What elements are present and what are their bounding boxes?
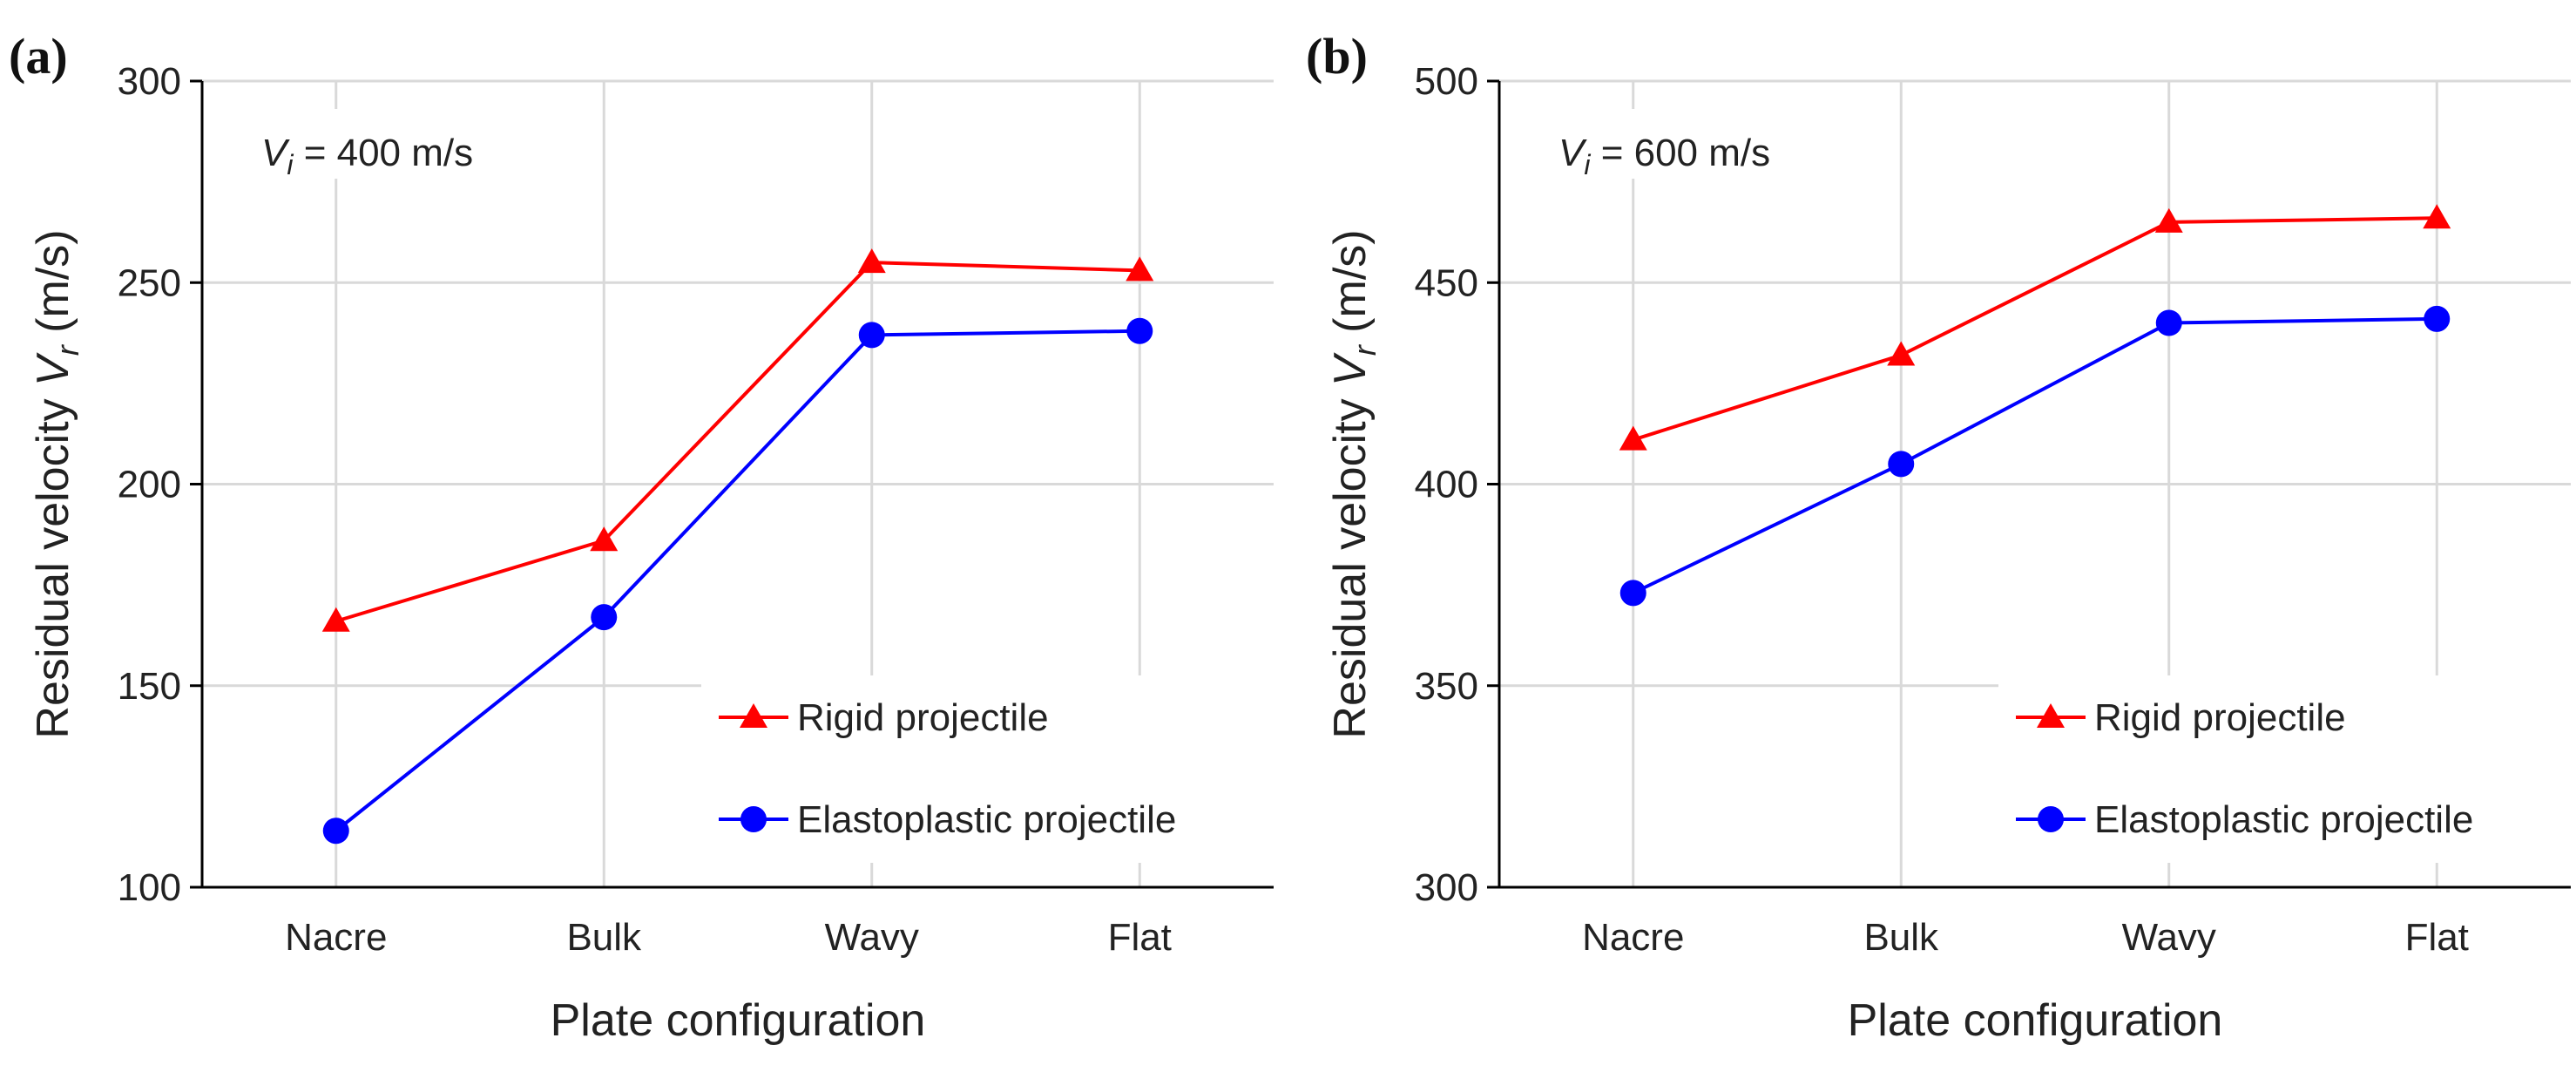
y-tick-label: 300 bbox=[1415, 866, 1478, 909]
x-axis-label: Plate configuration bbox=[1848, 995, 2223, 1046]
x-tick-label: Nacre bbox=[1582, 916, 1684, 959]
y-axis-label: Residual velocity Vr (m/s) bbox=[1325, 229, 1383, 738]
triangle-marker bbox=[590, 526, 619, 552]
impact-velocity-annotation: Vi = 400 m/s bbox=[261, 132, 473, 180]
y-tick-label: 350 bbox=[1415, 665, 1478, 708]
x-tick-label: Flat bbox=[2405, 916, 2469, 959]
legend-label: Rigid projectile bbox=[797, 696, 1049, 739]
y-axis-label-subscript: r bbox=[50, 343, 85, 356]
chart-panel-a: 100 150 200 250 300 Nacre Bulk Wavy Flat Plate co… bbox=[9, 28, 1281, 1046]
legend-triangle-marker bbox=[740, 703, 767, 728]
triangle-marker bbox=[857, 248, 886, 274]
x-tick-label: Bulk bbox=[566, 916, 642, 959]
x-axis-label: Plate configuration bbox=[551, 995, 926, 1046]
triangle-marker bbox=[1619, 425, 1647, 451]
circle-marker bbox=[322, 818, 349, 845]
legend-circle-marker bbox=[740, 806, 767, 832]
y-tick-label: 250 bbox=[118, 261, 181, 304]
series-line bbox=[1633, 216, 2437, 442]
annotation-text: = 400 m/s bbox=[293, 132, 473, 174]
legend-label: Elastoplastic projectile bbox=[797, 798, 1176, 841]
circle-marker bbox=[1888, 451, 1915, 478]
x-tick-label: Bulk bbox=[1863, 916, 1939, 959]
triangle-marker bbox=[2154, 207, 2183, 233]
legend-background bbox=[1998, 675, 2576, 863]
y-axis-label-unit: (m/s) bbox=[1325, 229, 1376, 345]
y-tick-label: 450 bbox=[1415, 261, 1478, 304]
chart-b-svg: 300 350 400 450 500 Nacre Bulk Wavy Flat Plate co… bbox=[1306, 28, 2576, 1046]
x-tick-label: Flat bbox=[1108, 916, 1172, 959]
x-tick-label: Wavy bbox=[2122, 916, 2216, 959]
circle-marker bbox=[1619, 580, 1646, 607]
y-tick-label: 400 bbox=[1415, 464, 1478, 506]
chart-a-svg: 100 150 200 250 300 Nacre Bulk Wavy Flat Plate co… bbox=[9, 28, 1281, 1046]
y-axis-label-text: Residual velocity bbox=[1325, 386, 1376, 739]
chart-panel-b: 300 350 400 450 500 Nacre Bulk Wavy Flat Plate co… bbox=[1297, 0, 2576, 1072]
y-axis-label-subscript: r bbox=[1347, 343, 1383, 356]
circle-marker bbox=[2155, 309, 2182, 336]
series-line bbox=[335, 329, 1140, 832]
circle-marker bbox=[591, 604, 618, 631]
y-axis-label: Residual velocity Vr (m/s) bbox=[28, 229, 85, 738]
annotation-background bbox=[253, 109, 540, 179]
circle-marker bbox=[858, 322, 885, 349]
circle-marker bbox=[2424, 305, 2451, 332]
legend-circle-marker bbox=[2038, 806, 2064, 832]
y-tick-label: 500 bbox=[1415, 60, 1478, 103]
annotation-subscript: i bbox=[287, 149, 294, 180]
y-axis-label-text: Residual velocity bbox=[28, 386, 78, 739]
y-tick-label: 200 bbox=[118, 464, 181, 506]
triangle-marker bbox=[1126, 256, 1154, 282]
annotation-text: = 600 m/s bbox=[1590, 132, 1770, 174]
y-tick-label: 100 bbox=[118, 866, 181, 909]
annotation-background bbox=[1550, 109, 1837, 179]
y-tick-label: 300 bbox=[118, 60, 181, 103]
y-axis-label-symbol: V bbox=[28, 352, 78, 386]
legend-label: Elastoplastic projectile bbox=[2094, 798, 2473, 841]
legend-background bbox=[701, 675, 1281, 863]
annotation-symbol: V bbox=[1558, 132, 1587, 174]
triangle-marker bbox=[1887, 341, 1916, 366]
impact-velocity-annotation: Vi = 600 m/s bbox=[1558, 132, 1770, 180]
x-tick-label: Wavy bbox=[825, 916, 919, 959]
annotation-subscript: i bbox=[1584, 149, 1591, 180]
legend-triangle-marker bbox=[2037, 703, 2065, 728]
circle-marker bbox=[1126, 317, 1153, 344]
triangle-marker bbox=[321, 607, 350, 632]
legend-label: Rigid projectile bbox=[2094, 696, 2346, 739]
series-line bbox=[335, 261, 1140, 623]
series-line bbox=[1632, 316, 2437, 595]
y-axis-label-symbol: V bbox=[1325, 352, 1376, 386]
panel-label: (a) bbox=[9, 28, 68, 85]
y-axis-label-unit: (m/s) bbox=[28, 229, 78, 345]
annotation-symbol: V bbox=[261, 132, 290, 174]
panel-label: (b) bbox=[1306, 28, 1368, 85]
triangle-marker bbox=[2423, 204, 2451, 229]
x-tick-label: Nacre bbox=[285, 916, 387, 959]
y-tick-label: 150 bbox=[118, 665, 181, 708]
